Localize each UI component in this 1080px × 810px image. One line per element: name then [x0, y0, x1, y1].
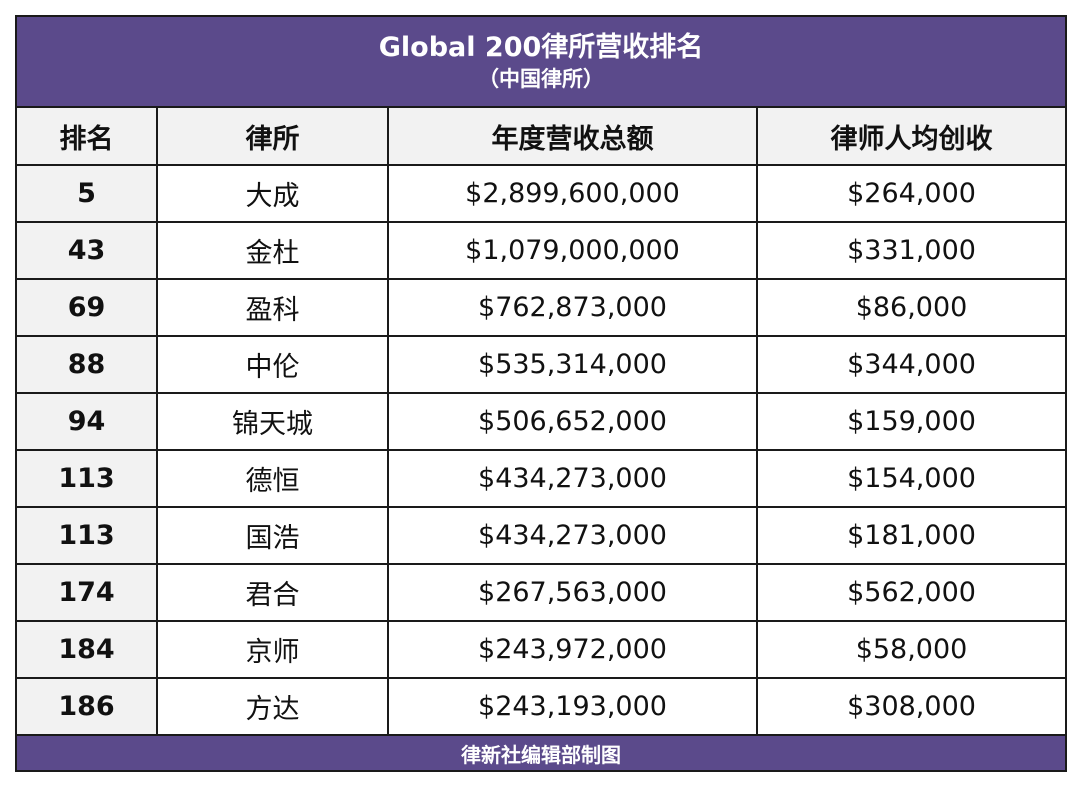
rank-cell: 43: [15, 221, 158, 280]
column-header-per-lawyer: 律师人均创收: [755, 106, 1068, 166]
rank-cell: 113: [15, 449, 158, 508]
firm-cell: 君合: [156, 563, 389, 622]
ranking-table-container: Global 200律所营收排名 （中国律所） 排名 律所 年度营收总额 律师人…: [14, 15, 1068, 772]
table-footer-credit: 律新社编辑部制图: [14, 734, 1068, 772]
table-row: 186 方达 $243,193,000 $308,000: [15, 677, 1068, 736]
table-row: 69 盈科 $762,873,000 $86,000: [15, 278, 1068, 337]
table-row: 184 京师 $243,972,000 $58,000: [15, 620, 1068, 679]
per-lawyer-cell: $86,000: [755, 278, 1068, 337]
firm-cell: 京师: [156, 620, 389, 679]
table-title-band: Global 200律所营收排名 （中国律所）: [14, 15, 1068, 108]
per-lawyer-cell: $58,000: [755, 620, 1068, 679]
table-row: 43 金杜 $1,079,000,000 $331,000: [15, 221, 1068, 280]
firm-cell: 德恒: [156, 449, 389, 508]
per-lawyer-cell: $331,000: [755, 221, 1068, 280]
revenue-cell: $2,899,600,000: [387, 164, 758, 223]
rank-cell: 5: [15, 164, 158, 223]
table-row: 94 锦天城 $506,652,000 $159,000: [15, 392, 1068, 451]
per-lawyer-cell: $181,000: [755, 506, 1068, 565]
revenue-cell: $243,972,000: [387, 620, 758, 679]
firm-cell: 中伦: [156, 335, 389, 394]
firm-cell: 方达: [156, 677, 389, 736]
revenue-cell: $762,873,000: [387, 278, 758, 337]
revenue-cell: $535,314,000: [387, 335, 758, 394]
firm-cell: 锦天城: [156, 392, 389, 451]
column-header-revenue: 年度营收总额: [387, 106, 758, 166]
table-row: 113 国浩 $434,273,000 $181,000: [15, 506, 1068, 565]
firm-cell: 盈科: [156, 278, 389, 337]
rank-cell: 184: [15, 620, 158, 679]
rank-cell: 174: [15, 563, 158, 622]
table-subtitle: （中国律所）: [478, 67, 605, 92]
table-title: Global 200律所营收排名: [378, 31, 704, 63]
revenue-cell: $1,079,000,000: [387, 221, 758, 280]
firm-cell: 金杜: [156, 221, 389, 280]
revenue-cell: $434,273,000: [387, 506, 758, 565]
firm-cell: 国浩: [156, 506, 389, 565]
revenue-cell: $267,563,000: [387, 563, 758, 622]
table-header-row: 排名 律所 年度营收总额 律师人均创收: [15, 106, 1068, 166]
per-lawyer-cell: $159,000: [755, 392, 1068, 451]
per-lawyer-cell: $344,000: [755, 335, 1068, 394]
revenue-cell: $506,652,000: [387, 392, 758, 451]
revenue-cell: $243,193,000: [387, 677, 758, 736]
per-lawyer-cell: $154,000: [755, 449, 1068, 508]
table-row: 88 中伦 $535,314,000 $344,000: [15, 335, 1068, 394]
table-row: 5 大成 $2,899,600,000 $264,000: [15, 164, 1068, 223]
per-lawyer-cell: $264,000: [755, 164, 1068, 223]
rank-cell: 69: [15, 278, 158, 337]
firm-cell: 大成: [156, 164, 389, 223]
ranking-table: Global 200律所营收排名 （中国律所） 排名 律所 年度营收总额 律师人…: [14, 15, 1068, 772]
revenue-cell: $434,273,000: [387, 449, 758, 508]
rank-cell: 186: [15, 677, 158, 736]
table-row: 174 君合 $267,563,000 $562,000: [15, 563, 1068, 622]
per-lawyer-cell: $308,000: [755, 677, 1068, 736]
rank-cell: 113: [15, 506, 158, 565]
column-header-rank: 排名: [15, 106, 158, 166]
per-lawyer-cell: $562,000: [755, 563, 1068, 622]
rank-cell: 94: [15, 392, 158, 451]
rank-cell: 88: [15, 335, 158, 394]
column-header-firm: 律所: [156, 106, 389, 166]
table-row: 113 德恒 $434,273,000 $154,000: [15, 449, 1068, 508]
